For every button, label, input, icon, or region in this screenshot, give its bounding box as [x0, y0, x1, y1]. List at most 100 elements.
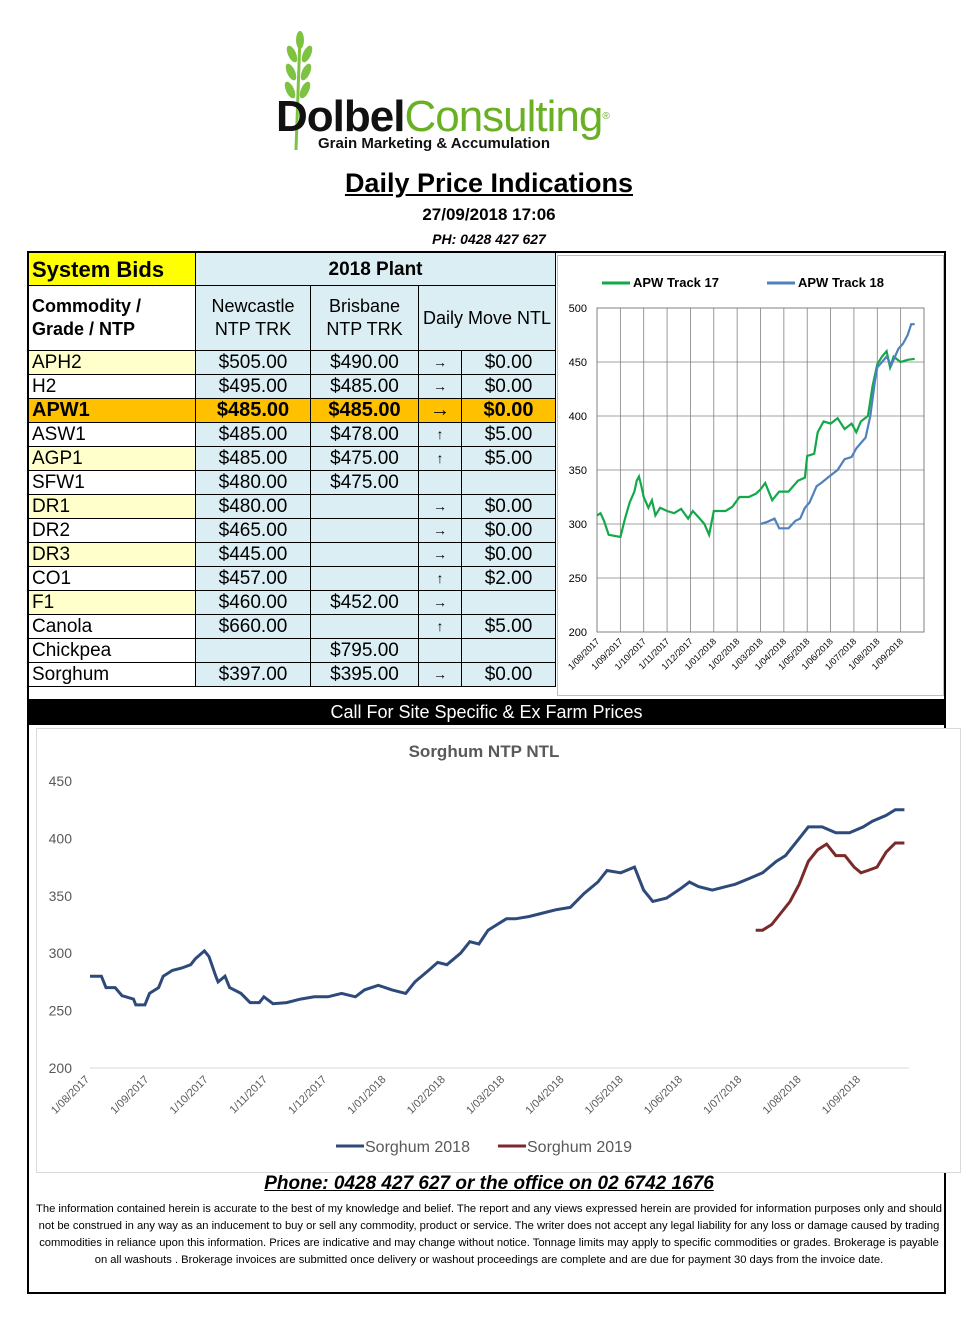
grade-cell: Sorghum	[28, 662, 196, 687]
daily-move: $0.00	[461, 662, 556, 687]
apw-series-line-2	[760, 323, 915, 530]
daily-move-header: Daily Move NTL	[418, 285, 556, 351]
newcastle-price: $505.00	[195, 350, 311, 375]
grade-cell: DR1	[28, 494, 196, 519]
move-arrow: ↑	[418, 614, 462, 639]
grade-cell: ASW1	[28, 422, 196, 447]
newcastle-header: Newcastle NTP TRK	[195, 285, 311, 351]
price-table: System Bids 2018 Plant Commodity / Grade…	[28, 252, 556, 687]
brisbane-header: Brisbane NTP TRK	[310, 285, 419, 351]
sorghum-y-tick: 450	[49, 773, 73, 789]
apw-y-tick: 200	[569, 627, 587, 639]
daily-move: $0.00	[461, 374, 556, 399]
daily-move	[461, 470, 556, 495]
move-arrow: ↑	[418, 446, 462, 471]
brisbane-price	[310, 542, 419, 567]
table-row: Chickpea $795.00	[28, 638, 556, 663]
system-bids-label: System Bids	[28, 252, 196, 286]
newcastle-price: $460.00	[195, 590, 311, 615]
apw-chart-border	[557, 255, 944, 696]
brisbane-price: $452.00	[310, 590, 419, 615]
apw-legend-label: APW Track 17	[633, 275, 719, 290]
brisbane-price: $475.00	[310, 446, 419, 471]
daily-move: $0.00	[461, 398, 556, 423]
header-phone: PH: 0428 427 627	[432, 231, 546, 247]
sorghum-chart-title: Sorghum NTP NTL	[409, 742, 560, 761]
newcastle-price: $480.00	[195, 470, 311, 495]
daily-move: $5.00	[461, 446, 556, 471]
grade-cell: APW1	[28, 398, 196, 423]
grade-cell: SFW1	[28, 470, 196, 495]
move-arrow: →	[418, 518, 462, 543]
brisbane-price: $490.00	[310, 350, 419, 375]
table-row: Sorghum $397.00 $395.00 → $0.00	[28, 662, 556, 687]
daily-move: $0.00	[461, 350, 556, 375]
newcastle-price: $480.00	[195, 494, 311, 519]
brand-name: DolbelConsulting®	[276, 92, 610, 142]
apw-y-tick: 450	[569, 357, 587, 369]
table-row: ASW1 $485.00 $478.00 ↑ $5.00	[28, 422, 556, 447]
table-row: APW1 $485.00 $485.00 → $0.00	[28, 398, 556, 423]
newcastle-price: $485.00	[195, 446, 311, 471]
sorghum-chart: Sorghum NTP NTL 2002503003504004501/08/2…	[36, 728, 961, 1173]
sorghum-y-tick: 250	[49, 1003, 73, 1019]
brisbane-price: $795.00	[310, 638, 419, 663]
move-arrow	[418, 470, 462, 495]
move-arrow	[418, 638, 462, 663]
apw-chart: 2002503003504004505001/08/20171/09/20171…	[557, 255, 944, 696]
grade-cell: CO1	[28, 566, 196, 591]
move-arrow: →	[418, 662, 462, 687]
sorghum-y-tick: 200	[49, 1060, 73, 1076]
newcastle-price: $485.00	[195, 422, 311, 447]
table-header-row: Commodity / Grade / NTP Newcastle NTP TR…	[28, 285, 556, 351]
daily-move: $2.00	[461, 566, 556, 591]
table-row: AGP1 $485.00 $475.00 ↑ $5.00	[28, 446, 556, 471]
table-row: DR1 $480.00 → $0.00	[28, 494, 556, 519]
daily-move	[461, 590, 556, 615]
table-row: CO1 $457.00 ↑ $2.00	[28, 566, 556, 591]
newcastle-price	[195, 638, 311, 663]
brand-part1: Dolbel	[276, 92, 405, 141]
brisbane-price: $485.00	[310, 374, 419, 399]
brand-tagline: Grain Marketing & Accumulation	[318, 135, 550, 152]
newcastle-price: $660.00	[195, 614, 311, 639]
move-arrow: ↑	[418, 566, 462, 591]
brisbane-price: $475.00	[310, 470, 419, 495]
daily-move: $5.00	[461, 614, 556, 639]
apw-y-tick: 400	[569, 411, 587, 423]
move-arrow: →	[418, 350, 462, 375]
table-row: Canola $660.00 ↑ $5.00	[28, 614, 556, 639]
report-datetime: 27/09/2018 17:06	[422, 205, 556, 224]
brand-mark: ®	[602, 111, 609, 122]
sorghum-y-tick: 400	[49, 830, 73, 846]
daily-move: $0.00	[461, 518, 556, 543]
apw-y-tick: 250	[569, 573, 587, 585]
grade-cell: Canola	[28, 614, 196, 639]
disclaimer: The information contained herein is accu…	[36, 1203, 942, 1266]
table-title-row: System Bids 2018 Plant	[28, 252, 556, 286]
footer-phone: Phone: 0428 427 627 or the office on 02 …	[264, 1173, 714, 1194]
daily-move: $0.00	[461, 494, 556, 519]
apw-legend-label: APW Track 18	[798, 275, 884, 290]
sorghum-legend-label: Sorghum 2018	[365, 1139, 470, 1156]
table-row: F1 $460.00 $452.00 →	[28, 590, 556, 615]
sorghum-y-tick: 300	[49, 945, 73, 961]
apw-y-tick: 500	[569, 303, 587, 315]
brisbane-price	[310, 614, 419, 639]
move-arrow: →	[418, 494, 462, 519]
newcastle-price: $485.00	[195, 398, 311, 423]
plant-label: 2018 Plant	[195, 252, 556, 286]
newcastle-price: $397.00	[195, 662, 311, 687]
commodity-header: Commodity / Grade / NTP	[28, 285, 196, 351]
move-arrow: →	[418, 398, 462, 423]
newcastle-price: $457.00	[195, 566, 311, 591]
table-row: DR2 $465.00 → $0.00	[28, 518, 556, 543]
page-title: Daily Price Indications	[344, 168, 634, 198]
brisbane-price	[310, 494, 419, 519]
sorghum-legend-label: Sorghum 2019	[527, 1139, 632, 1156]
table-row: DR3 $445.00 → $0.00	[28, 542, 556, 567]
daily-move	[461, 638, 556, 663]
call-banner: Call For Site Specific & Ex Farm Prices	[29, 699, 944, 725]
brisbane-price: $478.00	[310, 422, 419, 447]
sorghum-y-tick: 350	[49, 888, 73, 904]
